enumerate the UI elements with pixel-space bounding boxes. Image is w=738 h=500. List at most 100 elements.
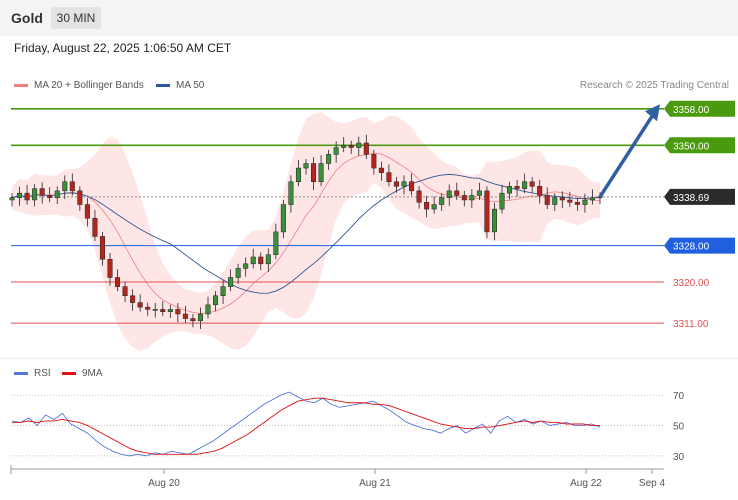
candle-body [220, 286, 226, 296]
header-bar [0, 0, 738, 36]
candle [522, 173, 528, 194]
level-label-3358.00: 3358.00 [664, 100, 735, 117]
candle-body [228, 277, 234, 287]
candle [589, 189, 595, 205]
candle-body [84, 204, 90, 219]
candle [84, 198, 90, 227]
candle-body [341, 145, 347, 148]
level-text: 3350.00 [673, 141, 710, 152]
candle-body [77, 190, 83, 205]
candle [371, 149, 377, 175]
candle-body [137, 302, 143, 308]
candle-body [175, 309, 181, 315]
candle [288, 175, 294, 213]
candle [265, 248, 271, 273]
candle [220, 280, 226, 304]
candle-body [62, 181, 68, 192]
candle-body [280, 204, 286, 233]
x-tick-label: Aug 20 [148, 478, 180, 489]
candle-body [393, 181, 399, 187]
candle-body [597, 196, 603, 199]
candle [235, 263, 241, 284]
candle-body [567, 199, 573, 203]
candle-body [446, 190, 452, 198]
level-label-3320.00: 3320.00 [673, 278, 710, 289]
rsi-swatch [14, 372, 28, 375]
datetime-label: Friday, August 22, 2025 1:06:50 AM CET [14, 41, 232, 55]
candle [77, 186, 83, 211]
timeframe-button[interactable]: 30 MIN [51, 7, 101, 29]
level-text: 3358.00 [673, 105, 710, 116]
candle-body [484, 190, 490, 233]
candle [431, 196, 437, 214]
level-tag [664, 237, 735, 254]
candle [333, 141, 339, 163]
candle-body [416, 190, 422, 203]
candle [446, 184, 452, 206]
ma20-swatch [14, 84, 28, 87]
level-label-3311.00: 3311.00 [673, 319, 709, 330]
candle [17, 186, 23, 206]
candle-body [99, 236, 105, 260]
candle [190, 313, 196, 328]
candle-body [559, 197, 565, 201]
candle-body [348, 145, 354, 148]
candle-body [69, 181, 75, 192]
ma9-swatch [62, 372, 76, 375]
candle [160, 301, 166, 317]
candle-body [152, 309, 158, 311]
candle-body [454, 190, 460, 196]
candle-body [507, 186, 513, 194]
candle [378, 161, 384, 181]
candle-body [145, 306, 151, 310]
x-tick-label: Sep 4 [639, 478, 666, 489]
candle [175, 303, 181, 323]
candle [409, 173, 415, 196]
candle [363, 134, 369, 159]
candle [326, 149, 332, 170]
candle-body [24, 192, 30, 201]
candle [145, 302, 151, 316]
candle [559, 191, 565, 209]
level-text: 3328.00 [673, 242, 710, 253]
level-text: 3311.00 [673, 319, 709, 330]
candle-body [439, 197, 445, 205]
candle [303, 158, 309, 175]
candle [107, 252, 113, 286]
candle-body [47, 195, 53, 198]
candle-body [409, 181, 415, 192]
candle-body [258, 256, 264, 265]
level-label-3350.00: 3350.00 [664, 137, 735, 154]
candle [393, 177, 399, 193]
candle [552, 193, 558, 211]
candle-body [582, 199, 588, 205]
candle-body [182, 313, 188, 319]
candle [295, 159, 301, 187]
legend-rsi: RSI [14, 368, 51, 379]
credit-text: Research © 2025 Trading Central [579, 80, 729, 91]
candle [62, 175, 68, 200]
candle [280, 199, 286, 239]
candle-body [491, 208, 497, 233]
candle [99, 231, 105, 266]
candle [122, 282, 128, 303]
candle [544, 187, 550, 210]
bollinger-band [12, 112, 600, 351]
level-tag [664, 188, 735, 205]
candle-body [243, 263, 249, 269]
level-text: 3320.00 [673, 278, 710, 289]
x-tick-label: Aug 22 [570, 478, 602, 489]
candle-body [424, 202, 430, 210]
candle [507, 181, 513, 200]
candle-body [213, 295, 219, 306]
candle-body [288, 181, 294, 205]
candle-body [167, 309, 173, 312]
candle-body [130, 295, 136, 303]
candle-body [265, 254, 271, 265]
candle [356, 136, 362, 156]
rsi-tick-label: 30 [673, 452, 685, 463]
candle-body [356, 142, 362, 148]
candle-body [574, 202, 580, 205]
candle-body [589, 197, 595, 201]
